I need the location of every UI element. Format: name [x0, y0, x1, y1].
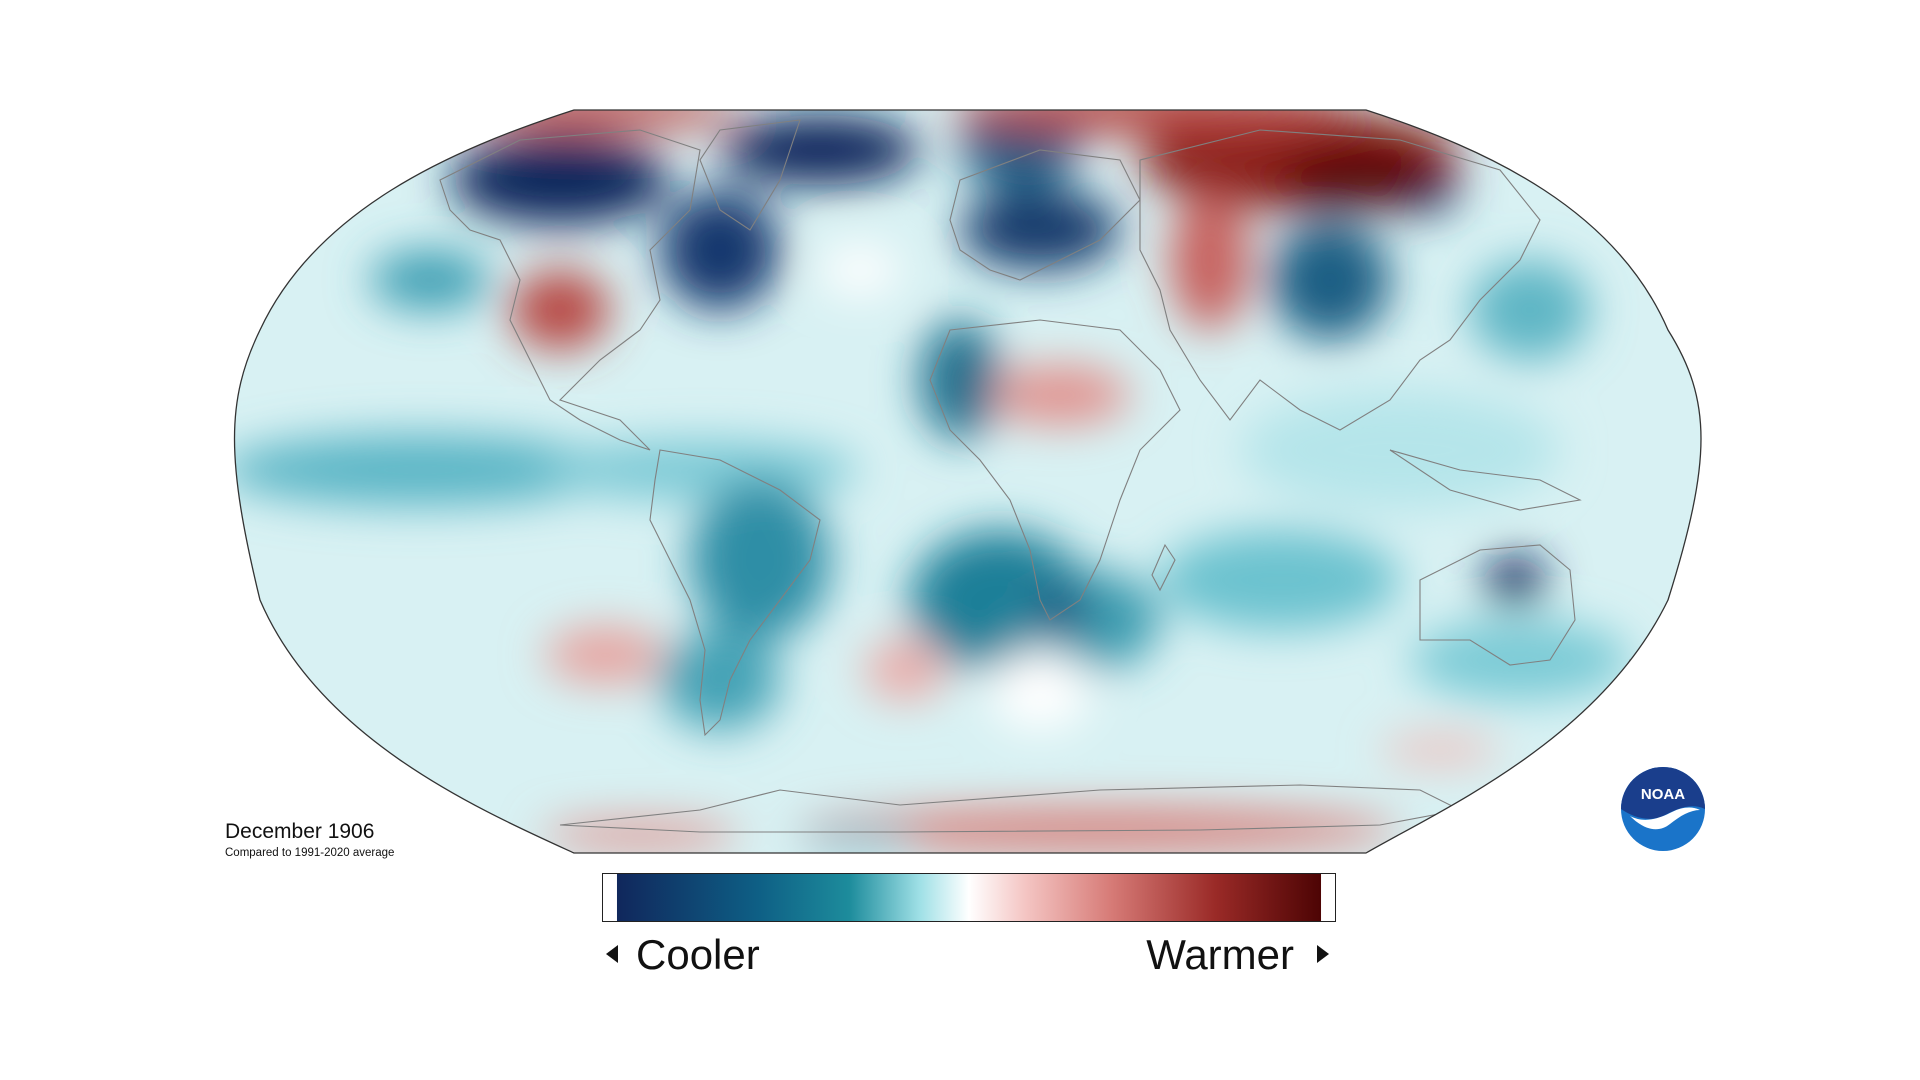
asia-outline	[1139, 129, 1541, 431]
antarctica-outline	[559, 784, 1462, 833]
map-title: December 1906	[225, 820, 375, 843]
map-border	[233, 109, 1702, 854]
europe-outline	[949, 149, 1141, 281]
africa-outline	[929, 319, 1181, 621]
north-america-outline	[439, 129, 701, 451]
madagascar-outline	[1151, 543, 1176, 592]
legend-low-label: Cooler	[636, 931, 760, 978]
map-subtitle: Compared to 1991-2020 average	[225, 847, 395, 859]
logo-text: NOAA	[1641, 786, 1685, 803]
legend-high-label: Warmer	[1146, 931, 1294, 978]
indonesia-outline	[1389, 449, 1582, 511]
arrow-right-icon	[1317, 945, 1329, 963]
colorbar	[602, 873, 1336, 922]
australia-outline	[1419, 544, 1576, 666]
map-caption: December 1906 Compared to 1991-2020 aver…	[225, 819, 394, 861]
anomaly-field	[234, 110, 1701, 853]
noaa-logo: NOAA	[1621, 767, 1705, 851]
greenland-outline	[699, 119, 801, 231]
arrow-left-icon	[606, 945, 618, 963]
south-america-outline	[649, 449, 821, 737]
